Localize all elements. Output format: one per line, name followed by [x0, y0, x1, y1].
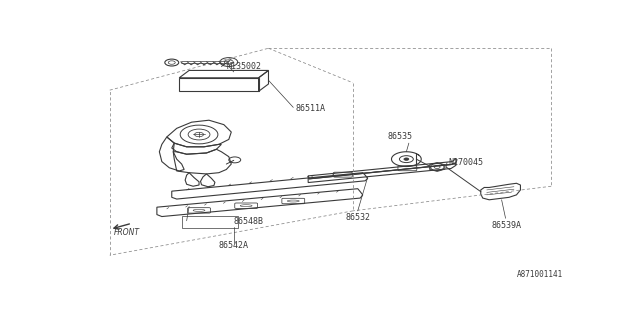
Text: 86532: 86532	[345, 213, 371, 222]
Text: 86535: 86535	[387, 132, 412, 141]
Text: N170045: N170045	[448, 157, 483, 167]
Circle shape	[404, 158, 409, 160]
Text: 86542A: 86542A	[219, 241, 249, 250]
Text: FRONT: FRONT	[114, 228, 140, 237]
Text: A871001141: A871001141	[517, 270, 564, 279]
Text: 86511A: 86511A	[296, 104, 326, 113]
Text: M135002: M135002	[227, 62, 261, 71]
Text: 86548B: 86548B	[234, 217, 264, 226]
Text: 86539A: 86539A	[492, 221, 522, 230]
